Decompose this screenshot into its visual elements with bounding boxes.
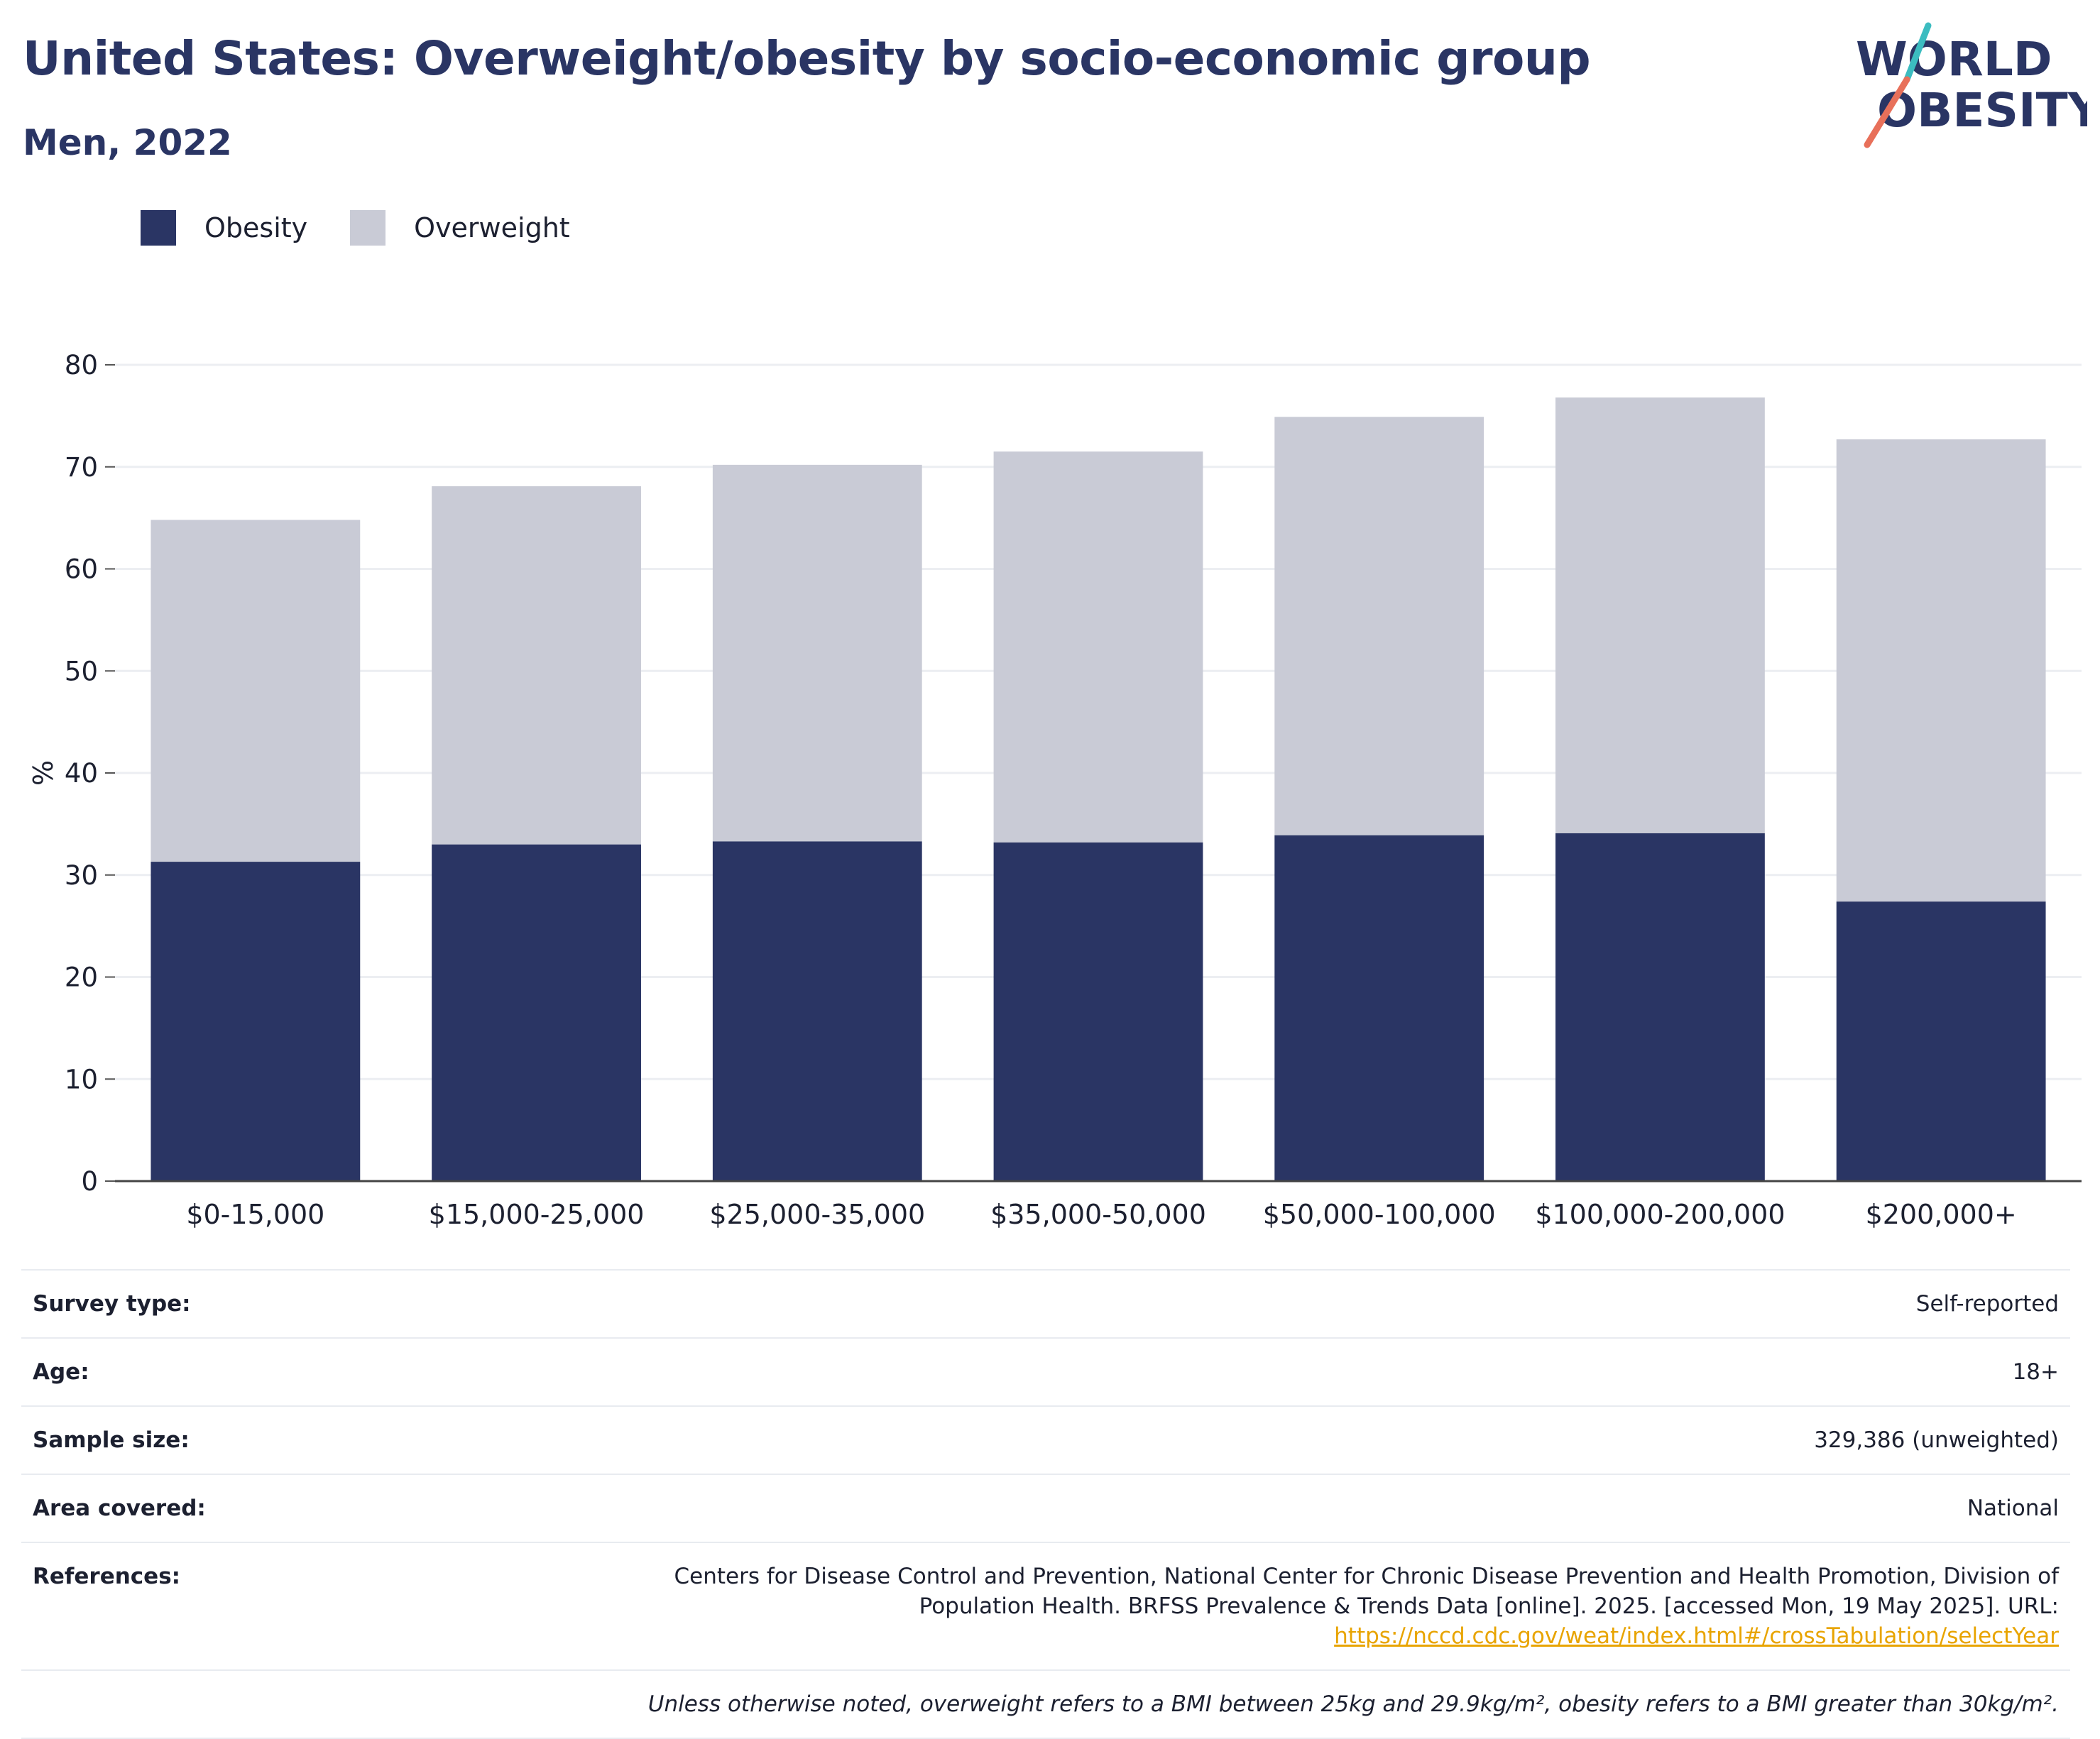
chart-subtitle: Men, 2022 bbox=[23, 122, 232, 163]
bar-overweight-1 bbox=[432, 486, 641, 845]
y-tick-label: 0 bbox=[81, 1166, 98, 1197]
x-tick-label: $15,000-25,000 bbox=[429, 1199, 645, 1230]
bar-obesity-6 bbox=[1836, 901, 2046, 1181]
references-text: Centers for Disease Control and Preventi… bbox=[674, 1564, 2060, 1619]
bar-overweight-5 bbox=[1555, 397, 1765, 833]
details-row-sample-size: Sample size: 329,386 (unweighted) bbox=[21, 1405, 2070, 1474]
sample-size-value: 329,386 (unweighted) bbox=[1814, 1427, 2059, 1453]
legend-label-overweight: Overweight bbox=[414, 212, 570, 243]
x-tick-label: $50,000-100,000 bbox=[1263, 1199, 1496, 1230]
bar-obesity-1 bbox=[432, 844, 641, 1181]
bar-overweight-0 bbox=[151, 520, 361, 862]
bar-overweight-3 bbox=[993, 451, 1203, 843]
y-axis-label: % bbox=[28, 760, 59, 786]
age-label: Age: bbox=[33, 1359, 89, 1385]
bar-overweight-2 bbox=[712, 464, 922, 842]
logo-line2: OBESITY bbox=[1877, 83, 2087, 138]
bar-obesity-5 bbox=[1555, 833, 1765, 1181]
bar-obesity-3 bbox=[993, 842, 1203, 1181]
survey-type-label: Survey type: bbox=[33, 1291, 191, 1317]
y-tick-label: 40 bbox=[65, 758, 98, 789]
chart-legend: Obesity Overweight bbox=[141, 210, 613, 246]
world-obesity-logo: WORLD OBESITY bbox=[1856, 22, 2087, 148]
bar-overweight-4 bbox=[1274, 417, 1484, 835]
x-tick-label: $0-15,000 bbox=[186, 1199, 324, 1230]
y-tick-label: 80 bbox=[65, 350, 98, 380]
details-row-note: Unless otherwise noted, overweight refer… bbox=[21, 1669, 2070, 1739]
area-label: Area covered: bbox=[33, 1496, 206, 1521]
sample-size-label: Sample size: bbox=[33, 1427, 190, 1453]
legend-item-obesity[interactable]: Obesity bbox=[141, 210, 307, 246]
references-link[interactable]: https://nccd.cdc.gov/weat/index.html#/cr… bbox=[1334, 1623, 2059, 1649]
bar-obesity-0 bbox=[151, 862, 361, 1181]
logo-accent-teal bbox=[1903, 22, 1932, 83]
logo-line1: WORLD bbox=[1856, 32, 2052, 87]
logo-accent-red bbox=[1864, 76, 1910, 148]
x-tick-label: $25,000-35,000 bbox=[709, 1199, 925, 1230]
age-value: 18+ bbox=[2012, 1359, 2059, 1385]
bmi-note: Unless otherwise noted, overweight refer… bbox=[647, 1691, 2059, 1717]
bar-obesity-2 bbox=[712, 841, 922, 1181]
area-value: National bbox=[1967, 1496, 2059, 1521]
x-tick-label: $35,000-50,000 bbox=[990, 1199, 1206, 1230]
bar-obesity-4 bbox=[1274, 835, 1484, 1181]
references-label: References: bbox=[33, 1564, 181, 1589]
y-tick-label: 50 bbox=[65, 656, 98, 686]
details-row-area: Area covered: National bbox=[21, 1474, 2070, 1542]
details-row-age: Age: 18+ bbox=[21, 1337, 2070, 1405]
stacked-bar-chart: 0 10 20 30 40 50 60 70 80% $0-15,000 $15,000-25,00… bbox=[28, 350, 2082, 1230]
legend-swatch-overweight bbox=[350, 210, 386, 246]
y-tick-label: 70 bbox=[65, 452, 98, 483]
details-table: Survey type: Self-reported Age: 18+ Samp… bbox=[21, 1269, 2070, 1739]
y-tick-label: 60 bbox=[65, 554, 98, 585]
y-tick-label: 30 bbox=[65, 860, 98, 891]
x-tick-label: $100,000-200,000 bbox=[1535, 1199, 1785, 1230]
details-row-references: References: Centers for Disease Control … bbox=[21, 1542, 2070, 1669]
chart-title: United States: Overweight/obesity by soc… bbox=[23, 31, 1591, 86]
references-value: Centers for Disease Control and Preventi… bbox=[639, 1562, 2060, 1651]
survey-type-value: Self-reported bbox=[1915, 1291, 2059, 1317]
legend-swatch-obesity bbox=[141, 210, 176, 246]
details-row-survey-type: Survey type: Self-reported bbox=[21, 1269, 2070, 1337]
x-tick-label: $200,000+ bbox=[1866, 1199, 2017, 1230]
bar-overweight-6 bbox=[1836, 439, 2046, 902]
legend-item-overweight[interactable]: Overweight bbox=[350, 210, 570, 246]
legend-label-obesity: Obesity bbox=[204, 212, 308, 243]
y-tick-label: 20 bbox=[65, 962, 98, 993]
y-tick-label: 10 bbox=[65, 1064, 98, 1095]
